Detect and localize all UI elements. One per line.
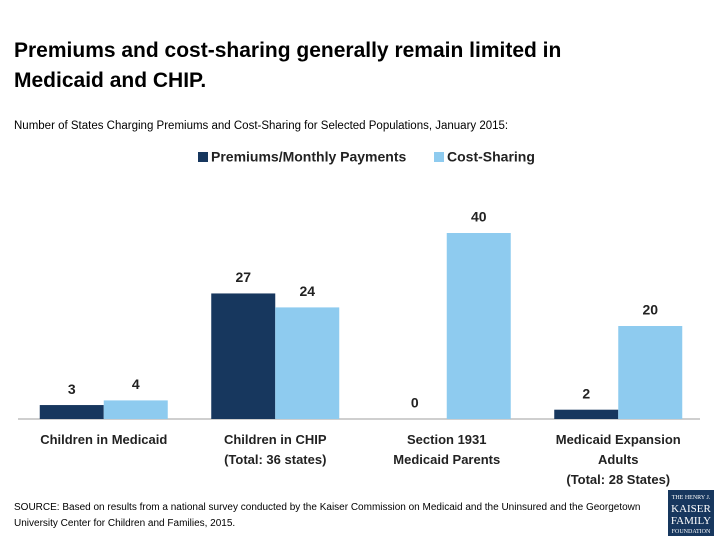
- data-label: 24: [299, 283, 315, 299]
- bar: [39, 405, 104, 419]
- bar: [103, 400, 168, 419]
- legend-label: Cost-Sharing: [447, 149, 535, 165]
- legend-swatch: [434, 152, 444, 162]
- data-label: 20: [642, 302, 658, 318]
- logo-text: FOUNDATION: [671, 529, 711, 535]
- logo-text: KAISER: [671, 503, 711, 515]
- logo: THE HENRY J. KAISER FAMILY FOUNDATION: [668, 490, 714, 536]
- data-label: 3: [68, 381, 76, 397]
- bar: [618, 326, 683, 419]
- logo-text: THE HENRY J.: [671, 495, 711, 501]
- x-tick-label: Section 1931 Medicaid Parents: [393, 432, 501, 467]
- source-note: SOURCE: Based on results from a national…: [14, 502, 641, 529]
- legend-label: Premiums/Monthly Payments: [211, 149, 406, 165]
- chart-title: Premiums and cost-sharing generally rema…: [14, 39, 562, 92]
- chart-subtitle: Number of States Charging Premiums and C…: [14, 120, 509, 132]
- data-label: 40: [471, 209, 487, 225]
- data-label: 0: [411, 395, 419, 411]
- x-tick-label: Medicaid Expansion Adults (Total: 28 Sta…: [555, 432, 681, 487]
- logo-text: FAMILY: [670, 515, 712, 527]
- bar: [446, 233, 511, 419]
- x-tick-label: Children in Medicaid: [40, 432, 168, 447]
- legend-swatch: [198, 152, 208, 162]
- data-label: 27: [235, 269, 251, 285]
- data-label: 2: [582, 385, 590, 401]
- data-label: 4: [132, 376, 140, 392]
- bar: [554, 409, 619, 419]
- x-tick-label: Children in CHIP (Total: 36 states): [223, 432, 327, 467]
- bar: [211, 293, 276, 419]
- bar: [275, 307, 340, 419]
